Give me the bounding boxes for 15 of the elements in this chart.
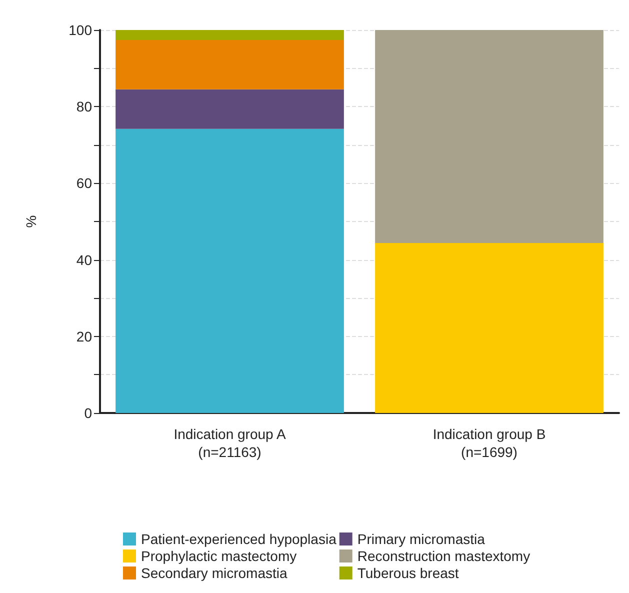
legend-label: Reconstruction mastextomy: [357, 548, 530, 564]
y-tick-label: 100: [68, 22, 92, 38]
y-tick-label: 40: [76, 252, 92, 268]
x-tick-label: Indication group B (n=1699): [432, 426, 546, 460]
y-tick-label: 0: [84, 405, 92, 421]
legend-label: Tuberous breast: [357, 565, 459, 581]
x-tick-label: Indication group A (n=21163): [174, 426, 286, 460]
legend-label: Secondary micromastia: [141, 565, 288, 581]
legend-label: Primary micromastia: [357, 531, 486, 547]
y-tick-label: 80: [76, 98, 92, 115]
y-axis-title: %: [23, 215, 39, 228]
legend-label: Prophylactic mastectomy: [141, 548, 297, 564]
y-tick-label: 60: [76, 175, 92, 192]
legend-label: Patient-experienced hypoplasia: [141, 531, 337, 547]
y-tick-label: 20: [76, 328, 92, 344]
